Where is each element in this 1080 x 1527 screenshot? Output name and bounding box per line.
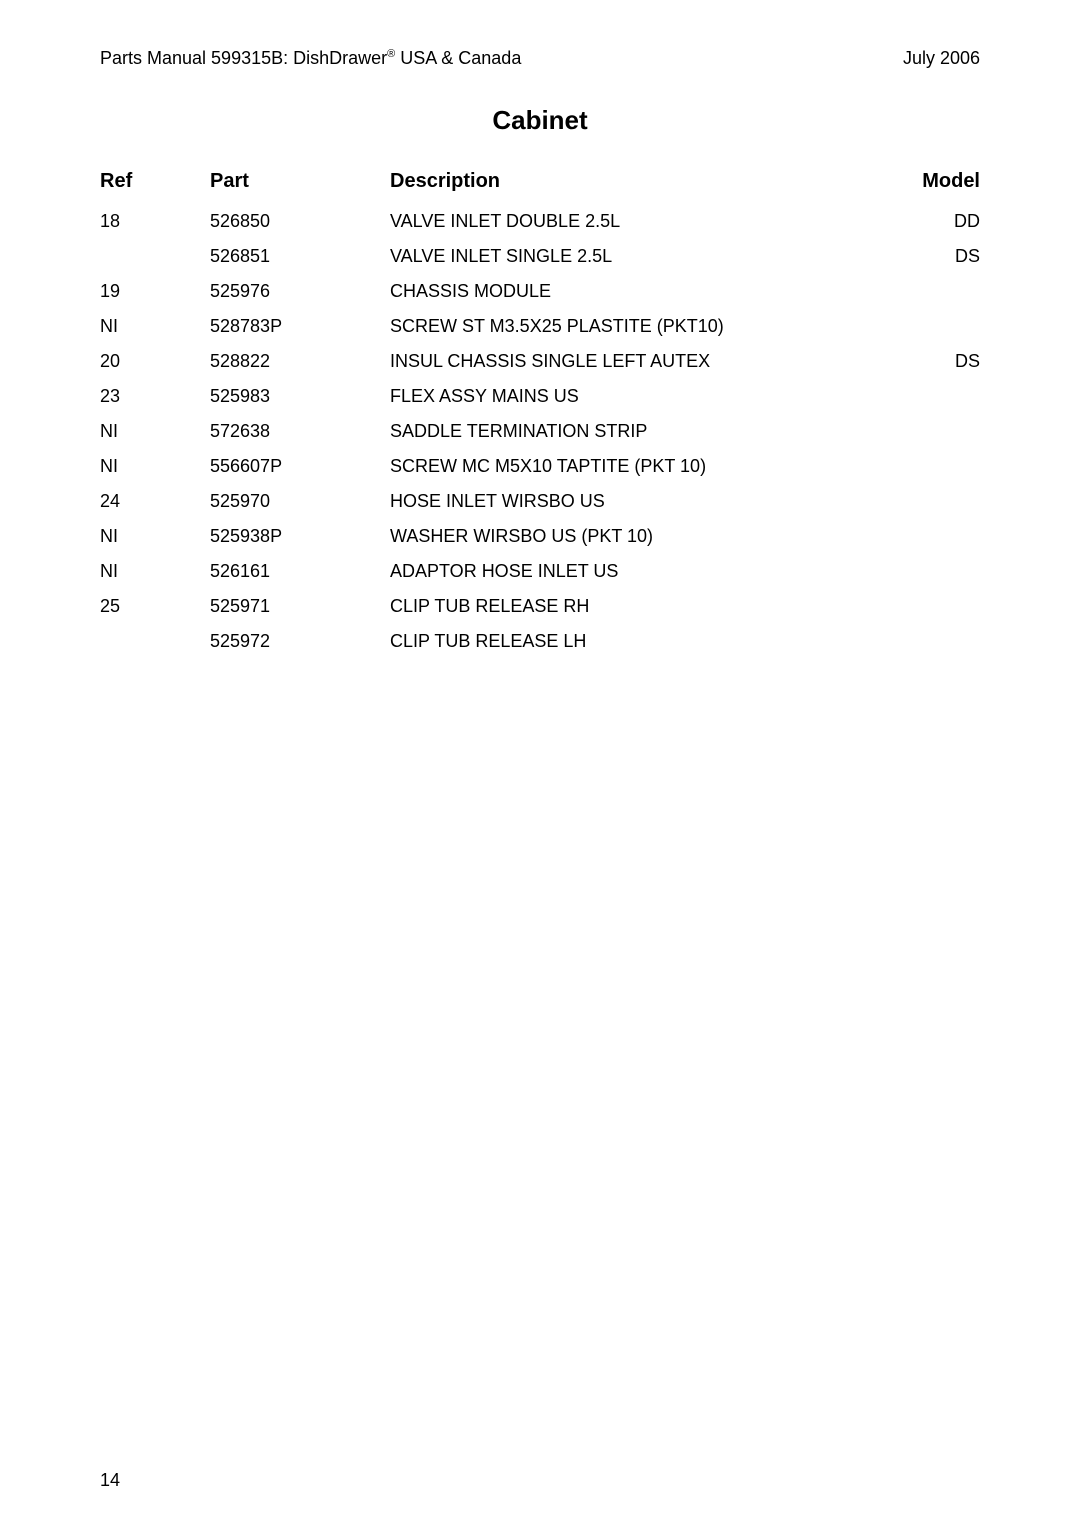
cell-ref: NI: [100, 316, 210, 337]
cell-ref: 20: [100, 351, 210, 372]
cell-ref: 24: [100, 491, 210, 512]
table-header-row: Ref Part Description Model: [100, 170, 980, 193]
cell-desc: VALVE INLET DOUBLE 2.5L: [390, 211, 890, 232]
cell-part: 528822: [210, 351, 390, 372]
col-header-ref: Ref: [100, 170, 210, 193]
cell-desc: CLIP TUB RELEASE LH: [390, 631, 890, 652]
table-row: 24 525970 HOSE INLET WIRSBO US: [100, 491, 980, 512]
cell-desc: INSUL CHASSIS SINGLE LEFT AUTEX: [390, 351, 890, 372]
cell-ref: NI: [100, 421, 210, 442]
header-left: Parts Manual 599315B: DishDrawer® USA & …: [100, 48, 521, 69]
cell-part: 525983: [210, 386, 390, 407]
table-row: NI 525938P WASHER WIRSBO US (PKT 10): [100, 526, 980, 547]
header-left-suffix: USA & Canada: [395, 48, 521, 68]
table-row: NI 572638 SADDLE TERMINATION STRIP: [100, 421, 980, 442]
cabinet-table: Ref Part Description Model 18 526850 VAL…: [100, 170, 980, 652]
table-row: 18 526850 VALVE INLET DOUBLE 2.5L DD: [100, 211, 980, 232]
cell-part: 526851: [210, 246, 390, 267]
cell-ref: 23: [100, 386, 210, 407]
cell-ref: 25: [100, 596, 210, 617]
page-number: 14: [100, 1470, 120, 1491]
header-right: July 2006: [903, 48, 980, 69]
cell-model: DD: [890, 211, 980, 232]
header-left-prefix: Parts Manual 599315B: DishDrawer: [100, 48, 387, 68]
cell-desc: VALVE INLET SINGLE 2.5L: [390, 246, 890, 267]
cell-desc: SCREW MC M5X10 TAPTITE (PKT 10): [390, 456, 890, 477]
cell-desc: HOSE INLET WIRSBO US: [390, 491, 890, 512]
table-row: NI 556607P SCREW MC M5X10 TAPTITE (PKT 1…: [100, 456, 980, 477]
cell-desc: SCREW ST M3.5X25 PLASTITE (PKT10): [390, 316, 890, 337]
cell-part: 528783P: [210, 316, 390, 337]
cell-part: 525970: [210, 491, 390, 512]
table-row: 25 525971 CLIP TUB RELEASE RH: [100, 596, 980, 617]
cell-part: 525971: [210, 596, 390, 617]
cell-ref: NI: [100, 526, 210, 547]
page: Parts Manual 599315B: DishDrawer® USA & …: [0, 0, 1080, 1527]
cell-part: 556607P: [210, 456, 390, 477]
table-row: 20 528822 INSUL CHASSIS SINGLE LEFT AUTE…: [100, 351, 980, 372]
table-row: NI 528783P SCREW ST M3.5X25 PLASTITE (PK…: [100, 316, 980, 337]
cell-ref: 18: [100, 211, 210, 232]
table-row: NI 526161 ADAPTOR HOSE INLET US: [100, 561, 980, 582]
cell-ref: NI: [100, 561, 210, 582]
cell-part: 525976: [210, 281, 390, 302]
col-header-model: Model: [890, 170, 980, 193]
cell-part: 525972: [210, 631, 390, 652]
cell-part: 526850: [210, 211, 390, 232]
col-header-desc: Description: [390, 170, 890, 193]
cell-desc: WASHER WIRSBO US (PKT 10): [390, 526, 890, 547]
table-row: 23 525983 FLEX ASSY MAINS US: [100, 386, 980, 407]
cell-desc: CHASSIS MODULE: [390, 281, 890, 302]
col-header-part: Part: [210, 170, 390, 193]
cell-ref: NI: [100, 456, 210, 477]
cell-part: 572638: [210, 421, 390, 442]
cell-part: 525938P: [210, 526, 390, 547]
page-title: Cabinet: [100, 105, 980, 136]
cell-model: DS: [890, 351, 980, 372]
header-row: Parts Manual 599315B: DishDrawer® USA & …: [100, 48, 980, 69]
cell-part: 526161: [210, 561, 390, 582]
table-row: 19 525976 CHASSIS MODULE: [100, 281, 980, 302]
cell-desc: CLIP TUB RELEASE RH: [390, 596, 890, 617]
table-row: 525972 CLIP TUB RELEASE LH: [100, 631, 980, 652]
table-row: 526851 VALVE INLET SINGLE 2.5L DS: [100, 246, 980, 267]
cell-desc: ADAPTOR HOSE INLET US: [390, 561, 890, 582]
cell-model: DS: [890, 246, 980, 267]
cell-desc: FLEX ASSY MAINS US: [390, 386, 890, 407]
cell-ref: 19: [100, 281, 210, 302]
cell-desc: SADDLE TERMINATION STRIP: [390, 421, 890, 442]
